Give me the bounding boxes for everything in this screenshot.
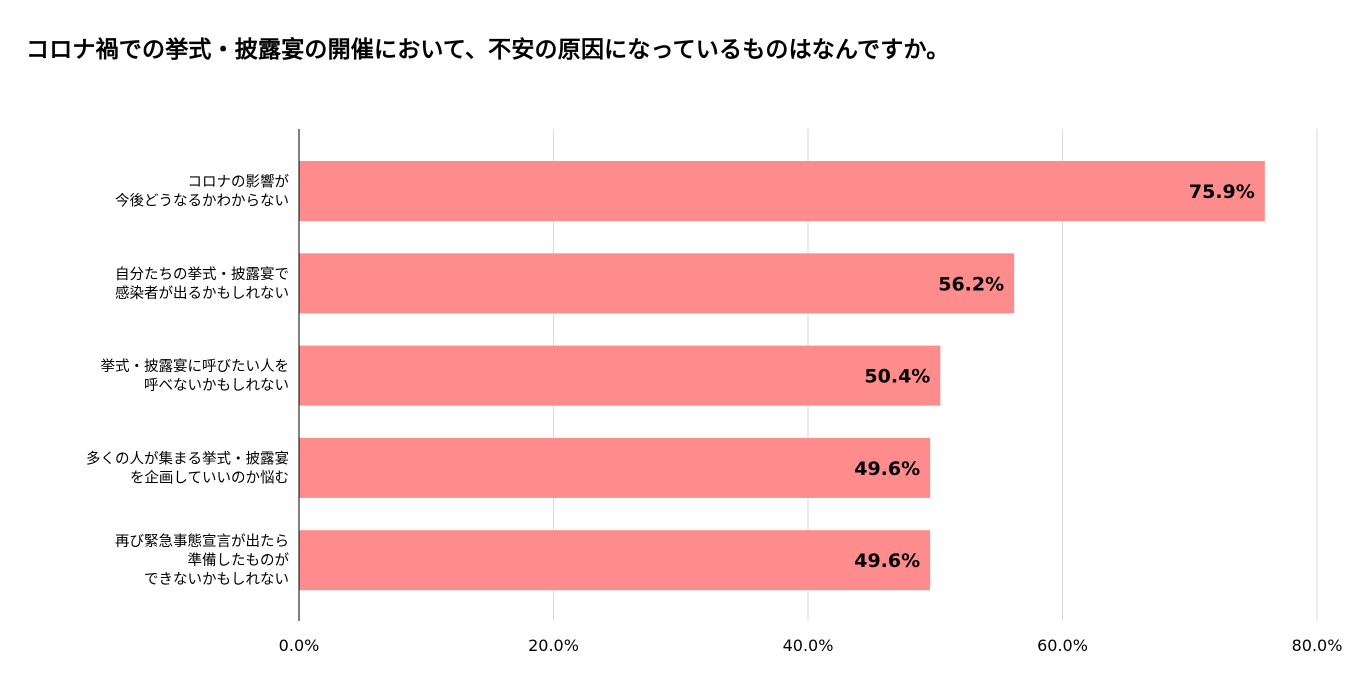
category-label: 挙式・披露宴に呼びたい人を呼べないかもしれない	[101, 357, 290, 394]
x-tick-label: 0.0%	[279, 636, 320, 655]
category-label-line: 感染者が出るかもしれない	[115, 285, 289, 302]
bar-value-label: 49.6%	[854, 550, 920, 572]
chart-title: コロナ禍での挙式・披露宴の開催において、不安の原因になっているものはなんですか。	[26, 37, 950, 63]
bar	[299, 437, 931, 498]
bar-value-label: 50.4%	[864, 366, 930, 388]
bars	[299, 161, 1265, 591]
x-tick-labels: 0.0% 20.0% 40.0% 60.0% 80.0%	[279, 636, 1343, 655]
x-tick-label: 40.0%	[783, 636, 834, 655]
category-label-line: 今後どうなるかわからない	[115, 193, 289, 210]
category-labels: コロナの影響が今後どうなるかわからない自分たちの挙式・披露宴で感染者が出るかもし…	[86, 173, 289, 589]
bar-value-label: 56.2%	[938, 273, 1004, 295]
x-tick-label: 60.0%	[1037, 636, 1088, 655]
bar	[299, 345, 941, 406]
x-tick-label: 80.0%	[1292, 636, 1343, 655]
bar-value-label: 75.9%	[1189, 181, 1255, 203]
category-label-line: 再び緊急事態宣言が出たら	[115, 533, 289, 550]
category-label-line: 多くの人が集まる挙式・披露宴	[86, 449, 289, 467]
bar	[299, 161, 1265, 221]
category-label-line: コロナの影響が	[188, 173, 290, 191]
category-label-line: 挙式・披露宴に呼びたい人を	[101, 357, 290, 375]
x-tick-label: 20.0%	[528, 636, 579, 655]
category-label-line: 自分たちの挙式・披露宴で	[115, 265, 289, 283]
category-label-line: 呼べないかもしれない	[144, 377, 289, 394]
category-label: 再び緊急事態宣言が出たら準備したものができないかもしれない	[115, 533, 289, 588]
category-label-line: 準備したものが	[188, 552, 290, 569]
bar	[299, 253, 1015, 314]
bar	[299, 530, 931, 591]
category-label: コロナの影響が今後どうなるかわからない	[115, 173, 289, 210]
bar-value-label: 49.6%	[854, 458, 920, 480]
value-labels: 75.9% 56.2% 50.4% 49.6% 49.6%	[854, 181, 1255, 572]
category-label: 自分たちの挙式・披露宴で感染者が出るかもしれない	[115, 265, 289, 302]
category-label: 多くの人が集まる挙式・披露宴を企画していいのか悩む	[86, 449, 289, 486]
category-label-line: を企画していいのか悩む	[130, 468, 289, 486]
category-label-line: できないかもしれない	[144, 571, 289, 588]
